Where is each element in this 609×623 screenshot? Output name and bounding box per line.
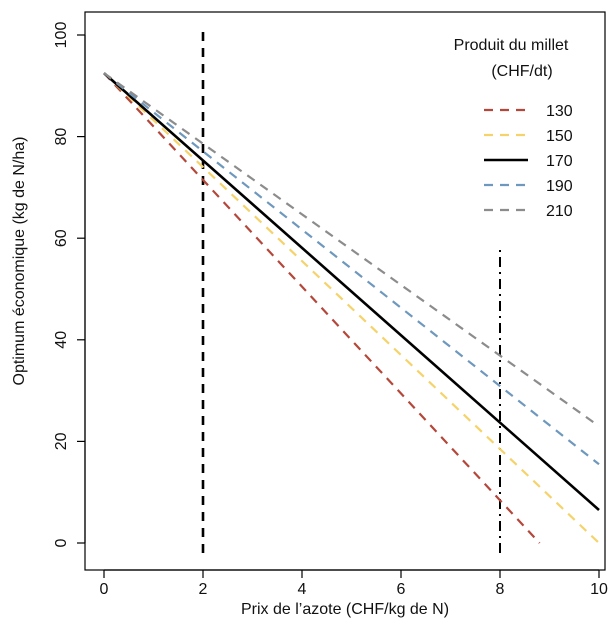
legend-label-210: 210 <box>546 203 573 220</box>
series-line-150 <box>104 73 599 543</box>
legend: Produit du millet (CHF/dt) 130 150 170 190 2… <box>454 37 573 220</box>
series-line-210 <box>104 73 599 426</box>
legend-item-190: 190 <box>484 178 573 195</box>
x-tick-label-0: 0 <box>100 581 109 598</box>
x-tick-label-10: 10 <box>590 581 608 598</box>
x-tick-label-6: 6 <box>397 581 406 598</box>
y-tick-label-0: 0 <box>53 538 70 547</box>
x-axis-label: Prix de l’azote (CHF/kg de N) <box>241 601 449 618</box>
series-line-190 <box>104 73 599 464</box>
legend-label-190: 190 <box>546 178 573 195</box>
legend-item-130: 130 <box>484 103 573 120</box>
legend-label-170: 170 <box>546 153 573 170</box>
x-axis: 0 2 4 6 8 10 <box>100 570 608 598</box>
legend-title-line2: (CHF/dt) <box>491 63 552 80</box>
plot-frame <box>85 12 605 570</box>
legend-title-line1: Produit du millet <box>454 37 569 54</box>
y-tick-label-60: 60 <box>53 229 70 247</box>
y-tick-label-80: 80 <box>53 128 70 146</box>
x-tick-label-2: 2 <box>199 581 208 598</box>
y-axis: 0 20 40 60 80 100 <box>53 22 85 548</box>
plot-area <box>85 12 605 570</box>
legend-label-150: 150 <box>546 128 573 145</box>
legend-item-150: 150 <box>484 128 573 145</box>
legend-item-210: 210 <box>484 203 573 220</box>
series-line-170 <box>104 73 599 510</box>
legend-items: 130 150 170 190 210 <box>484 103 573 220</box>
y-tick-label-20: 20 <box>53 432 70 450</box>
y-axis-label: Optimum économique (kg de N/ha) <box>11 137 28 386</box>
x-tick-label-4: 4 <box>298 581 307 598</box>
y-tick-label-40: 40 <box>53 331 70 349</box>
series-lines <box>104 73 599 543</box>
legend-item-170: 170 <box>484 153 573 170</box>
legend-label-130: 130 <box>546 103 573 120</box>
y-tick-label-100: 100 <box>53 22 70 49</box>
series-line-130 <box>104 73 540 543</box>
x-tick-label-8: 8 <box>496 581 505 598</box>
reference-lines <box>203 26 500 553</box>
